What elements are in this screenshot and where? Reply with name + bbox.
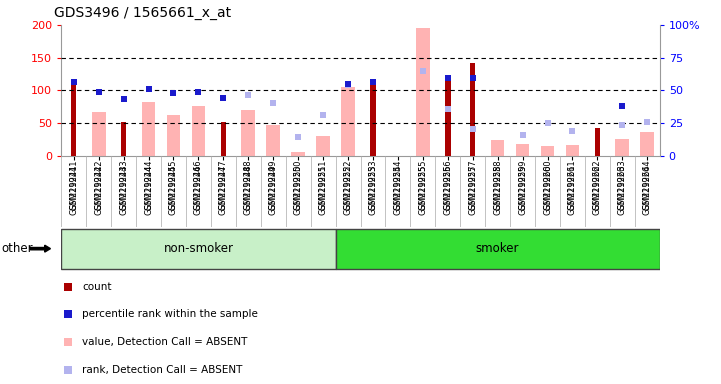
Bar bbox=[516, 144, 529, 156]
Text: smoker: smoker bbox=[476, 242, 519, 255]
Text: rank, Detection Call = ABSENT: rank, Detection Call = ABSENT bbox=[82, 365, 243, 375]
Text: non-smoker: non-smoker bbox=[164, 242, 234, 255]
Bar bbox=[291, 152, 305, 156]
Bar bbox=[445, 78, 451, 156]
Text: GSM219249: GSM219249 bbox=[269, 159, 278, 210]
Bar bbox=[167, 115, 180, 156]
Text: GSM219258: GSM219258 bbox=[493, 159, 502, 210]
Text: GSM219246: GSM219246 bbox=[194, 159, 203, 210]
Bar bbox=[595, 128, 600, 156]
Text: GSM219250: GSM219250 bbox=[293, 159, 303, 210]
Text: GSM219241: GSM219241 bbox=[69, 159, 79, 210]
Text: GSM219247: GSM219247 bbox=[219, 159, 228, 210]
Text: GSM219245: GSM219245 bbox=[169, 159, 178, 210]
Text: count: count bbox=[82, 281, 112, 291]
Bar bbox=[335, 229, 660, 268]
Bar bbox=[491, 140, 505, 156]
Bar bbox=[266, 126, 280, 156]
Text: GSM219257: GSM219257 bbox=[468, 159, 477, 210]
Text: GSM219253: GSM219253 bbox=[368, 159, 378, 210]
Bar bbox=[61, 229, 335, 268]
Bar bbox=[565, 145, 579, 156]
Bar bbox=[142, 102, 156, 156]
Text: GSM219244: GSM219244 bbox=[144, 159, 153, 210]
Text: GSM219262: GSM219262 bbox=[593, 159, 602, 210]
Bar bbox=[616, 139, 629, 156]
Text: GSM219260: GSM219260 bbox=[543, 159, 552, 210]
Bar bbox=[541, 146, 554, 156]
Text: GSM219248: GSM219248 bbox=[244, 159, 253, 210]
Text: GSM219263: GSM219263 bbox=[618, 159, 627, 210]
Text: GSM219256: GSM219256 bbox=[443, 159, 452, 210]
Text: GSM219259: GSM219259 bbox=[518, 159, 527, 210]
Bar bbox=[71, 83, 76, 156]
Text: GSM219243: GSM219243 bbox=[119, 159, 128, 210]
Bar bbox=[242, 110, 255, 156]
Bar bbox=[640, 132, 654, 156]
Text: GSM219255: GSM219255 bbox=[418, 159, 428, 210]
Bar bbox=[416, 28, 430, 156]
Text: GSM219242: GSM219242 bbox=[94, 159, 103, 210]
Text: GSM219261: GSM219261 bbox=[568, 159, 577, 210]
Bar bbox=[221, 122, 226, 156]
Bar bbox=[92, 113, 105, 156]
Bar bbox=[370, 83, 376, 156]
Bar bbox=[470, 63, 475, 156]
Text: GSM219254: GSM219254 bbox=[394, 159, 402, 210]
Text: percentile rank within the sample: percentile rank within the sample bbox=[82, 310, 258, 319]
Bar bbox=[192, 106, 205, 156]
Text: GSM219264: GSM219264 bbox=[642, 159, 652, 210]
Bar bbox=[121, 122, 126, 156]
Text: GSM219251: GSM219251 bbox=[319, 159, 327, 210]
Bar bbox=[341, 87, 355, 156]
Text: GSM219252: GSM219252 bbox=[343, 159, 353, 210]
Text: GDS3496 / 1565661_x_at: GDS3496 / 1565661_x_at bbox=[54, 6, 231, 20]
Text: value, Detection Call = ABSENT: value, Detection Call = ABSENT bbox=[82, 337, 248, 347]
Bar bbox=[317, 136, 330, 156]
Text: other: other bbox=[1, 242, 33, 255]
